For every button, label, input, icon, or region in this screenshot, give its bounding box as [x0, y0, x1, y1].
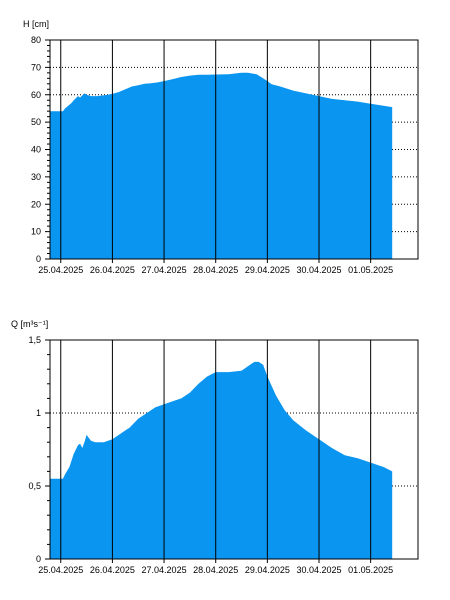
discharge-y-axis: 0 0,5 1 1,5 [28, 335, 50, 564]
discharge-x-tick-label: 27.04.2025 [142, 565, 187, 575]
water-level-plot-frame [49, 39, 419, 260]
discharge-y-tick-label: 0,5 [28, 481, 41, 491]
discharge-y-tick-label: 0 [36, 554, 41, 564]
water-level-x-tick-label: 01.05.2025 [348, 265, 393, 275]
water-level-y-tick-label: 0 [36, 254, 41, 264]
discharge-area [50, 361, 393, 559]
water-level-x-tick-label: 29.04.2025 [245, 265, 290, 275]
discharge-axis-title: Q [m³s⁻¹] [11, 319, 48, 329]
water-level-axis-title: H [cm] [23, 19, 49, 29]
water-level-y-tick-label: 60 [31, 90, 41, 100]
discharge-y-tick-label: 1 [36, 408, 41, 418]
water-level-x-tick-label: 27.04.2025 [142, 265, 187, 275]
water-level-x-tick-label: 25.04.2025 [38, 265, 83, 275]
water-level-x-axis: 25.04.2025 26.04.2025 27.04.2025 28.04.2025… [38, 259, 393, 275]
water-level-x-tick-label: 26.04.2025 [90, 265, 135, 275]
discharge-plot-frame [49, 339, 419, 560]
water-level-x-tick-label: 28.04.2025 [193, 265, 238, 275]
discharge-x-tick-label: 25.04.2025 [38, 565, 83, 575]
discharge-x-tick-label: 26.04.2025 [90, 565, 135, 575]
discharge-x-axis: 25.04.2025 26.04.2025 27.04.2025 28.04.2025… [38, 559, 393, 575]
water-level-area [50, 72, 393, 259]
discharge-day-lines [60, 340, 372, 559]
discharge-chart: Q [m³s⁻¹] 00,511,5 25.04.2025 26.04.2025 2… [11, 319, 419, 575]
water-level-y-tick-label: 70 [31, 62, 41, 72]
water-level-y-tick-label: 80 [31, 35, 41, 45]
discharge-x-tick-label: 30.04.2025 [296, 565, 341, 575]
water-level-x-tick-label: 30.04.2025 [296, 265, 341, 275]
discharge-x-tick-label: 01.05.2025 [348, 565, 393, 575]
water-level-series-area [50, 72, 393, 259]
discharge-y-tick-label: 1,5 [28, 335, 41, 345]
water-level-day-lines [60, 40, 372, 259]
discharge-x-tick-label: 28.04.2025 [193, 565, 238, 575]
discharge-x-tick-label: 29.04.2025 [245, 565, 290, 575]
water-level-y-tick-label: 10 [31, 227, 41, 237]
water-level-y-tick-label: 50 [31, 117, 41, 127]
discharge-series-area [50, 361, 393, 559]
water-level-chart: H [cm] 0 10 20 30 40 50 60 70 80 25.04.2025 26.04… [23, 19, 419, 275]
water-level-y-tick-label: 40 [31, 145, 41, 155]
water-level-y-tick-label: 30 [31, 172, 41, 182]
water-level-y-axis: 0 10 20 30 40 50 60 70 80 [31, 35, 50, 264]
water-level-y-tick-label: 20 [31, 199, 41, 209]
